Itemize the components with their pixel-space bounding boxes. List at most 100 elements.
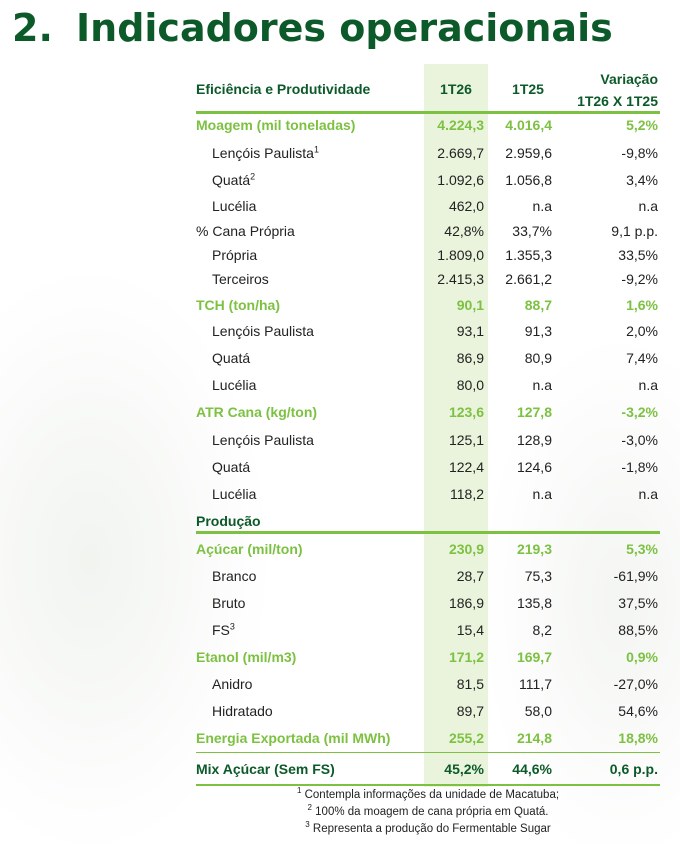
- header-col-1t25: 1T25: [512, 81, 544, 97]
- value-1t26: 123,6: [448, 404, 484, 420]
- header-variation-line2: 1T26 X 1T25: [577, 93, 658, 109]
- value-variation: -9,8%: [621, 145, 658, 161]
- table-row: FS3 15,4 8,2 88,5%: [196, 617, 660, 643]
- value-1t26: 28,7: [456, 568, 484, 584]
- header-col-variation: Variação 1T26 X 1T25: [540, 68, 658, 112]
- value-variation: -9,2%: [621, 271, 658, 287]
- mix-rule-top: [196, 752, 660, 753]
- value-1t26: 2.669,7: [437, 145, 484, 161]
- value-variation: 5,2%: [626, 117, 658, 133]
- table-bottom-rule: [196, 784, 660, 786]
- value-1t26: 1.809,0: [437, 247, 484, 263]
- value-1t25: 80,9: [524, 350, 552, 366]
- footnote-3: 3 Representa a produção do Fermentable S…: [305, 820, 551, 835]
- value-1t26: 255,2: [448, 730, 484, 746]
- value-1t25: 33,7%: [512, 223, 552, 239]
- footnote-ref: 3: [229, 621, 235, 632]
- value-1t26: 89,7: [456, 703, 484, 719]
- table-row: Bruto 186,9 135,8 37,5%: [196, 590, 660, 616]
- value-variation: -3,2%: [621, 404, 658, 420]
- row-label: Etanol (mil/m3): [196, 649, 297, 665]
- value-variation: 9,1 p.p.: [611, 223, 658, 239]
- value-1t26: 45,2%: [444, 761, 484, 777]
- header-col-1t26: 1T26: [440, 81, 472, 97]
- value-1t25: 1.056,8: [505, 172, 552, 188]
- value-variation: -61,9%: [613, 568, 658, 584]
- row-label: Produção: [196, 513, 261, 529]
- row-label: Anidro: [212, 676, 253, 692]
- value-1t25: 1.355,3: [505, 247, 552, 263]
- footnote-ref: 1: [313, 144, 319, 155]
- row-label: Lucélia: [212, 486, 257, 502]
- table-row: Açúcar (mil/ton) 230,9 219,3 5,3%: [196, 536, 660, 562]
- value-variation: 7,4%: [626, 350, 658, 366]
- value-1t25: 127,8: [516, 404, 552, 420]
- value-1t26: 2.415,3: [437, 271, 484, 287]
- value-variation: 88,5%: [618, 622, 658, 638]
- table-row: Própria 1.809,0 1.355,3 33,5%: [196, 242, 660, 268]
- section-number: 2.: [12, 6, 53, 50]
- value-1t26: 462,0: [448, 198, 484, 214]
- table-row: Terceiros 2.415,3 2.661,2 -9,2%: [196, 266, 660, 292]
- value-variation: -1,8%: [621, 459, 658, 475]
- row-label: Quatá: [212, 459, 251, 475]
- value-1t26: 4.224,3: [437, 117, 484, 133]
- value-1t25: 128,9: [516, 432, 552, 448]
- table-row: Lucélia 118,2 n.a n.a: [196, 481, 660, 507]
- value-1t25: 2.959,6: [505, 145, 552, 161]
- row-label: Branco: [212, 568, 257, 584]
- footnote-ref: 2: [250, 171, 256, 182]
- value-variation: n.a: [638, 198, 658, 214]
- row-label: Hidratado: [212, 703, 273, 719]
- table-row: TCH (ton/ha) 90,1 88,7 1,6%: [196, 292, 660, 318]
- value-variation: 37,5%: [618, 595, 658, 611]
- row-label: ATR Cana (kg/ton): [196, 404, 318, 420]
- value-1t25: 169,7: [516, 649, 552, 665]
- section-title: Indicadores operacionais: [76, 6, 613, 50]
- value-1t25: 44,6%: [512, 761, 552, 777]
- value-variation: n.a: [638, 486, 658, 502]
- value-1t26: 118,2: [450, 486, 484, 502]
- value-variation: 54,6%: [618, 703, 658, 719]
- value-1t25: 4.016,4: [505, 117, 552, 133]
- value-1t25: 214,8: [516, 730, 552, 746]
- value-1t26: 230,9: [448, 541, 484, 557]
- table-row: Energia Exportada (mil MWh) 255,2 214,8 18,…: [196, 725, 660, 751]
- current-period-highlight: [424, 64, 488, 787]
- value-1t26: 90,1: [456, 297, 484, 313]
- row-label: Energia Exportada (mil MWh): [196, 730, 391, 746]
- value-1t25: 91,3: [524, 323, 552, 339]
- value-1t26: 171,2: [448, 649, 484, 665]
- value-1t25: 2.661,2: [505, 271, 552, 287]
- value-1t25: 219,3: [516, 541, 552, 557]
- value-1t25: 135,8: [516, 595, 552, 611]
- page-title: 2. Indicadores operacionais: [12, 6, 613, 50]
- value-1t25: n.a: [532, 198, 552, 214]
- row-label: Lençóis Paulista1: [212, 144, 319, 161]
- row-label: Quatá2: [212, 171, 256, 188]
- value-1t25: 111,7: [519, 676, 552, 692]
- row-label: Própria: [212, 247, 258, 263]
- value-variation: 2,0%: [626, 323, 658, 339]
- table-row: Mix Açúcar (Sem FS) 45,2% 44,6% 0,6 p.p.: [196, 756, 660, 782]
- value-1t26: 81,5: [456, 676, 484, 692]
- value-variation: 5,3%: [626, 541, 658, 557]
- table-row: Etanol (mil/m3) 171,2 169,7 0,9%: [196, 644, 660, 670]
- table-row: ATR Cana (kg/ton) 123,6 127,8 -3,2%: [196, 399, 660, 425]
- table-row: Hidratado 89,7 58,0 54,6%: [196, 698, 660, 724]
- footnotes: 1 Contempla informações da unidade de Ma…: [196, 787, 660, 838]
- value-1t25: n.a: [532, 486, 552, 502]
- row-label: Mix Açúcar (Sem FS): [196, 761, 335, 777]
- table-row: Quatá2 1.092,6 1.056,8 3,4%: [196, 167, 660, 193]
- production-rule: [196, 531, 660, 534]
- footnote-1: 1 Contempla informações da unidade de Ma…: [296, 786, 560, 801]
- value-1t25: 8,2: [532, 622, 552, 638]
- value-variation: 0,6 p.p.: [609, 761, 658, 777]
- row-label: Lençóis Paulista: [212, 323, 314, 339]
- value-1t26: 42,8%: [444, 223, 484, 239]
- table-row: Lençóis Paulista 93,1 91,3 2,0%: [196, 318, 660, 344]
- header-rule: [196, 111, 660, 114]
- value-1t26: 15,4: [456, 622, 484, 638]
- value-variation: 18,8%: [618, 730, 658, 746]
